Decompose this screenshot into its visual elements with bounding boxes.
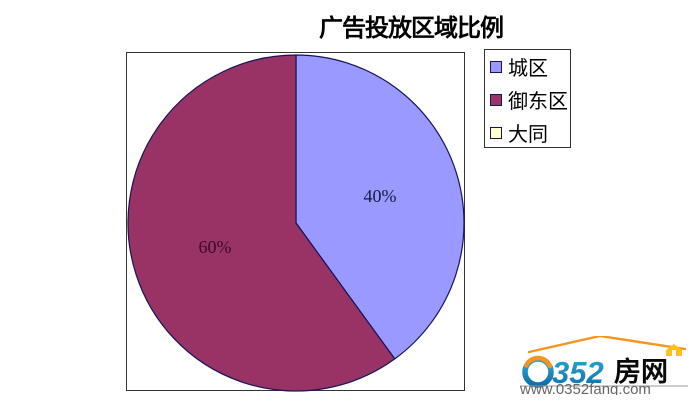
- svg-text:60%: 60%: [199, 237, 232, 257]
- svg-text:40%: 40%: [364, 186, 397, 206]
- svg-text:www.0352fang.com: www.0352fang.com: [519, 381, 651, 395]
